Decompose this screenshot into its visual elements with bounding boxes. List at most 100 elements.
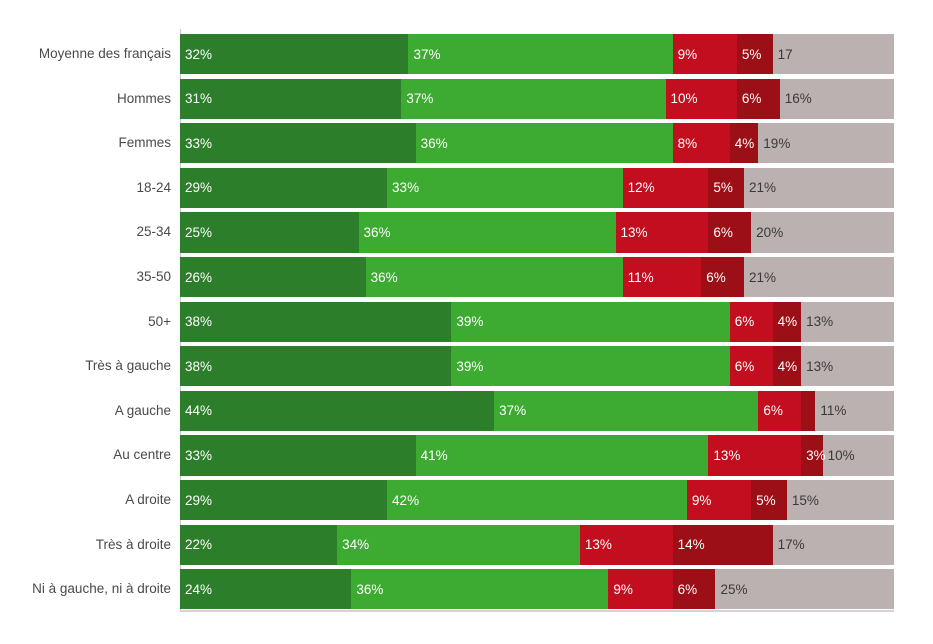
segment-value-label: 13% — [584, 537, 612, 553]
bar-segment-dark-red: 4% — [729, 123, 759, 164]
segment-value-label: 6% — [734, 314, 755, 330]
bar-segment-red: 13% — [579, 524, 673, 565]
bar-row: Moyenne des français 32% 37% 9% 5% 17 — [0, 34, 933, 75]
bar-row: Au centre 33% 41% 13% 3% 10% — [0, 435, 933, 476]
segment-value-label: 38% — [185, 314, 213, 330]
segment-value-label: 9% — [677, 46, 698, 62]
bar-segment-dark-red: 6% — [736, 78, 780, 119]
bar-segment-dark-red: 5% — [736, 34, 773, 75]
segment-value-label: 25% — [720, 581, 748, 597]
segment-value-label: 36% — [420, 135, 448, 151]
segment-value-label: 33% — [185, 447, 213, 463]
segment-value-label: 22% — [185, 537, 213, 553]
segment-value-label: 36% — [370, 269, 398, 285]
bar-segment-gray: 16% — [779, 78, 894, 119]
segment-value-label: 6% — [741, 91, 762, 107]
segment-value-label: 8% — [677, 135, 698, 151]
bar-segment-gray: 21% — [744, 167, 894, 209]
bar-segment-red: 6% — [729, 346, 773, 387]
bar-segment-gray: 10% — [822, 435, 894, 476]
bar-segment-light-green: 33% — [387, 167, 623, 209]
bar-segment-gray: 17% — [772, 524, 894, 565]
bar-segment-dark-green: 25% — [180, 212, 359, 253]
segment-value-label: 6% — [706, 269, 726, 285]
bar-segment-gray: 19% — [758, 123, 894, 164]
bar-row: 35-50 26% 36% 11% 6% 21% — [0, 256, 933, 298]
bar-row: 50+ 38% 39% 6% 4% 13% — [0, 301, 933, 342]
segment-value-label: 26% — [185, 269, 213, 285]
segment-value-label: 4% — [734, 135, 755, 151]
bar-segment-red: 11% — [622, 256, 702, 298]
stacked-bar: 29% 42% 9% 5% 15% — [180, 479, 894, 521]
bar-segment-dark-red: 4% — [772, 346, 802, 387]
bar-segment-red: 9% — [672, 34, 737, 75]
bar-segment-red: 9% — [686, 479, 752, 521]
segment-value-label: 42% — [392, 492, 420, 508]
bar-segment-dark-red — [801, 390, 816, 432]
category-label: Au centre — [113, 447, 171, 463]
segment-value-label: 6% — [713, 225, 733, 241]
category-label: Ni à gauche, ni à droite — [32, 581, 171, 597]
bar-segment-dark-green: 33% — [180, 435, 416, 476]
segment-value-label: 14% — [677, 537, 705, 553]
bar-segment-gray: 13% — [801, 301, 894, 342]
bar-segment-gray: 11% — [815, 390, 894, 432]
plot-rows: Moyenne des français 32% 37% 9% 5% 17 Hommes 31… — [0, 34, 933, 610]
segment-value-label: 6% — [734, 358, 755, 374]
stacked-bar: 38% 39% 6% 4% 13% — [180, 346, 894, 387]
bar-segment-dark-green: 29% — [180, 479, 388, 521]
segment-value-label: 10% — [827, 447, 855, 463]
category-label: A gauche — [114, 402, 171, 418]
bar-row: A droite 29% 42% 9% 5% 15% — [0, 479, 933, 521]
segment-value-label: 39% — [456, 358, 484, 374]
stacked-bar: 44% 37% 6% 11% — [180, 390, 894, 432]
bar-segment-gray: 13% — [801, 346, 894, 387]
stacked-bar: 33% 36% 8% 4% 19% — [180, 123, 894, 164]
bar-segment-light-green: 36% — [365, 256, 623, 298]
segment-value-label: 31% — [185, 91, 213, 107]
bar-segment-light-green: 42% — [387, 479, 687, 521]
bar-segment-gray: 15% — [786, 479, 894, 521]
segment-value-label: 13% — [806, 358, 834, 374]
segment-value-label: 15% — [791, 492, 819, 508]
stacked-bar: 22% 34% 13% 14% 17% — [180, 524, 894, 565]
segment-value-label: 13% — [806, 314, 834, 330]
stacked-bar: 26% 36% 11% 6% 21% — [180, 256, 894, 298]
bar-segment-light-green: 36% — [415, 123, 673, 164]
bar-row: Femmes 33% 36% 8% 4% 19% — [0, 123, 933, 164]
x-axis-line — [180, 610, 894, 612]
stacked-bar: 32% 37% 9% 5% 17 — [180, 34, 894, 75]
category-label: Très à droite — [95, 536, 171, 552]
stacked-bar: 25% 36% 13% 6% 20% — [180, 212, 894, 253]
bar-segment-dark-red: 5% — [708, 167, 745, 209]
segment-value-label: 16% — [784, 91, 812, 107]
bar-segment-red: 12% — [622, 167, 709, 209]
stacked-bar: 38% 39% 6% 4% 13% — [180, 301, 894, 342]
bar-row: Très à gauche 38% 39% 6% 4% 13% — [0, 346, 933, 387]
bar-segment-dark-red: 4% — [772, 301, 802, 342]
bar-segment-light-green: 34% — [337, 524, 580, 565]
segment-value-label: 5% — [741, 46, 762, 62]
segment-value-label: 5% — [713, 180, 733, 196]
segment-value-label: 19% — [763, 135, 791, 151]
bar-segment-light-green: 36% — [358, 212, 616, 253]
category-label: A droite — [125, 491, 171, 507]
segment-value-label: 36% — [356, 581, 384, 597]
bar-segment-red: 13% — [708, 435, 802, 476]
segment-value-label: 33% — [185, 135, 213, 151]
segment-value-label: 4% — [777, 358, 798, 374]
segment-value-label: 5% — [756, 492, 776, 508]
segment-value-label: 12% — [627, 180, 655, 196]
segment-value-label: 11% — [627, 269, 654, 285]
bar-segment-dark-red: 3% — [801, 435, 826, 476]
bar-segment-dark-green: 24% — [180, 569, 352, 610]
bar-segment-light-green: 39% — [451, 346, 730, 387]
segment-value-label: 17% — [777, 537, 805, 553]
bar-segment-light-green: 36% — [351, 569, 609, 610]
category-label: Moyenne des français — [38, 46, 171, 61]
segment-value-label: 41% — [420, 447, 448, 463]
bar-segment-light-green: 39% — [451, 301, 730, 342]
segment-value-label: 4% — [777, 314, 798, 330]
bar-row: Hommes 31% 37% 10% 6% 16% — [0, 78, 933, 119]
bar-segment-red: 10% — [665, 78, 737, 119]
